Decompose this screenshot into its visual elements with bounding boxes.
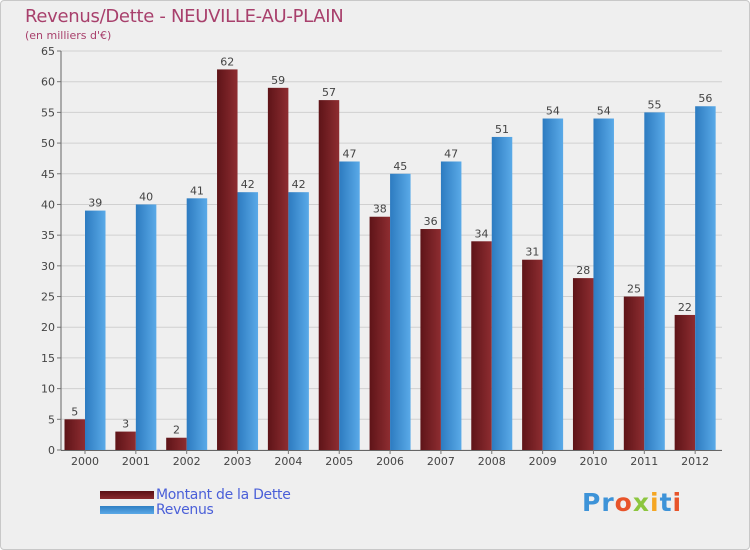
data-label-revenus-2002: 41	[190, 184, 204, 197]
x-tick-label: 2000	[71, 455, 99, 468]
bar-dette-2001	[115, 431, 136, 450]
bar-revenus-2005	[339, 161, 360, 450]
bar-dette-2008	[471, 241, 492, 450]
data-label-dette-2011: 25	[627, 283, 641, 296]
y-tick-label: 20	[41, 321, 55, 334]
proxiti-logo: Proxiti	[582, 488, 683, 517]
data-label-revenus-2010: 54	[597, 105, 611, 118]
chart-subtitle: (en milliers d'€)	[25, 29, 112, 42]
bar-revenus-2008	[491, 136, 513, 450]
data-label-dette-2001: 3	[122, 418, 129, 431]
x-tick-label: 2010	[579, 455, 607, 468]
data-label-revenus-2003: 42	[241, 178, 255, 191]
data-label-dette-2002: 2	[173, 424, 180, 437]
x-tick-label: 2007	[427, 455, 455, 468]
data-label-dette-2008: 34	[475, 227, 489, 240]
bar-dette-2002	[166, 437, 187, 450]
data-label-revenus-2009: 54	[546, 105, 560, 118]
x-tick-label: 2006	[376, 455, 404, 468]
legend-item-revenus: Revenus	[100, 501, 291, 518]
data-label-dette-2009: 31	[525, 246, 539, 259]
bar-revenus-2002	[186, 198, 208, 450]
bar-revenus-2006	[390, 173, 411, 450]
x-tick-label: 2011	[630, 455, 658, 468]
y-tick-label: 10	[41, 383, 55, 396]
bar-dette-2009	[522, 259, 543, 450]
y-tick-label: 15	[41, 352, 55, 365]
x-tick-label: 2004	[274, 455, 302, 468]
data-label-dette-2006: 38	[373, 203, 387, 216]
x-tick-label: 2003	[224, 455, 252, 468]
data-label-revenus-2001: 40	[139, 190, 153, 203]
data-label-revenus-2005: 47	[342, 147, 356, 160]
x-tick-label: 2001	[122, 455, 150, 468]
bar-revenus-2007	[440, 161, 462, 450]
y-tick-label: 65	[41, 45, 55, 58]
data-label-dette-2010: 28	[576, 264, 590, 277]
bar-dette-2007	[420, 229, 441, 450]
bar-dette-2000	[64, 419, 85, 450]
y-tick-label: 55	[41, 106, 55, 119]
data-label-dette-2005: 57	[322, 86, 336, 99]
y-tick-label: 50	[41, 137, 55, 150]
y-tick-label: 60	[41, 76, 55, 89]
legend-swatch-revenus	[100, 505, 154, 514]
bar-dette-2012	[674, 314, 696, 450]
bar-revenus-2004	[288, 192, 309, 450]
legend-swatch-dette	[100, 490, 154, 499]
y-tick-label: 5	[48, 413, 55, 426]
y-tick-label: 25	[41, 291, 55, 304]
data-label-dette-2000: 5	[71, 405, 78, 418]
bar-revenus-2000	[85, 210, 106, 450]
y-tick-label: 40	[41, 198, 55, 211]
data-label-revenus-2000: 39	[88, 197, 102, 210]
bar-dette-2006	[369, 216, 391, 450]
bar-dette-2011	[623, 296, 645, 450]
y-tick-label: 0	[48, 444, 55, 457]
data-label-revenus-2012: 56	[698, 92, 712, 105]
data-label-revenus-2007: 47	[444, 147, 458, 160]
bar-dette-2010	[572, 278, 594, 450]
data-label-dette-2007: 36	[424, 215, 438, 228]
bar-dette-2004	[267, 87, 289, 450]
chart-title: Revenus/Dette - NEUVILLE-AU-PLAIN	[25, 6, 344, 27]
x-tick-label: 2008	[478, 455, 506, 468]
x-tick-label: 2005	[325, 455, 353, 468]
legend-label-revenus: Revenus	[156, 501, 214, 518]
y-tick-label: 35	[41, 229, 55, 242]
data-label-revenus-2011: 55	[648, 98, 662, 111]
data-label-dette-2003: 62	[220, 55, 234, 68]
bar-revenus-2010	[593, 118, 614, 451]
data-label-dette-2012: 22	[678, 301, 692, 314]
y-tick-label: 30	[41, 260, 55, 273]
legend-item-dette: Montant de la Dette	[100, 486, 291, 503]
bar-revenus-2011	[644, 112, 665, 450]
legend-label-dette: Montant de la Dette	[156, 486, 291, 503]
data-label-revenus-2006: 45	[393, 160, 407, 173]
x-tick-label: 2002	[173, 455, 201, 468]
bar-revenus-2012	[695, 106, 716, 450]
y-tick-label: 45	[41, 168, 55, 181]
legend: Montant de la Dette Revenus	[100, 486, 291, 518]
data-label-revenus-2008: 51	[495, 123, 509, 136]
x-tick-label: 2009	[529, 455, 557, 468]
bar-revenus-2009	[542, 118, 564, 451]
data-label-dette-2004: 59	[271, 74, 285, 87]
bar-dette-2005	[318, 100, 340, 450]
bar-revenus-2003	[237, 192, 259, 450]
bar-revenus-2001	[135, 204, 157, 450]
bar-dette-2003	[217, 69, 238, 451]
data-label-revenus-2004: 42	[292, 178, 306, 191]
x-tick-label: 2012	[681, 455, 709, 468]
